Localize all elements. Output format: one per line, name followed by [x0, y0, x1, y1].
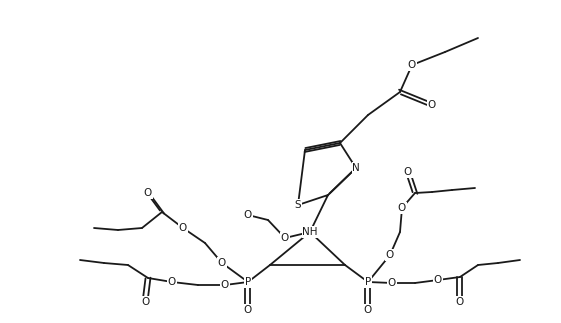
Text: O: O — [398, 203, 406, 213]
Text: O: O — [281, 233, 289, 243]
Text: O: O — [386, 250, 394, 260]
Text: O: O — [218, 258, 226, 268]
Text: S: S — [295, 200, 301, 210]
Text: O: O — [244, 305, 252, 315]
Text: O: O — [456, 297, 464, 307]
Text: O: O — [404, 167, 412, 177]
Text: O: O — [141, 297, 149, 307]
Text: NH: NH — [302, 227, 318, 237]
Text: N: N — [352, 163, 360, 173]
Text: O: O — [168, 277, 176, 287]
Text: O: O — [434, 275, 442, 285]
Text: O: O — [144, 188, 152, 198]
Text: P: P — [245, 277, 251, 287]
Text: O: O — [364, 305, 372, 315]
Text: O: O — [221, 280, 229, 290]
Text: O: O — [428, 100, 436, 110]
Text: O: O — [388, 278, 396, 288]
Text: P: P — [365, 277, 371, 287]
Text: O: O — [408, 60, 416, 70]
Text: O: O — [244, 210, 252, 220]
Text: O: O — [179, 223, 187, 233]
